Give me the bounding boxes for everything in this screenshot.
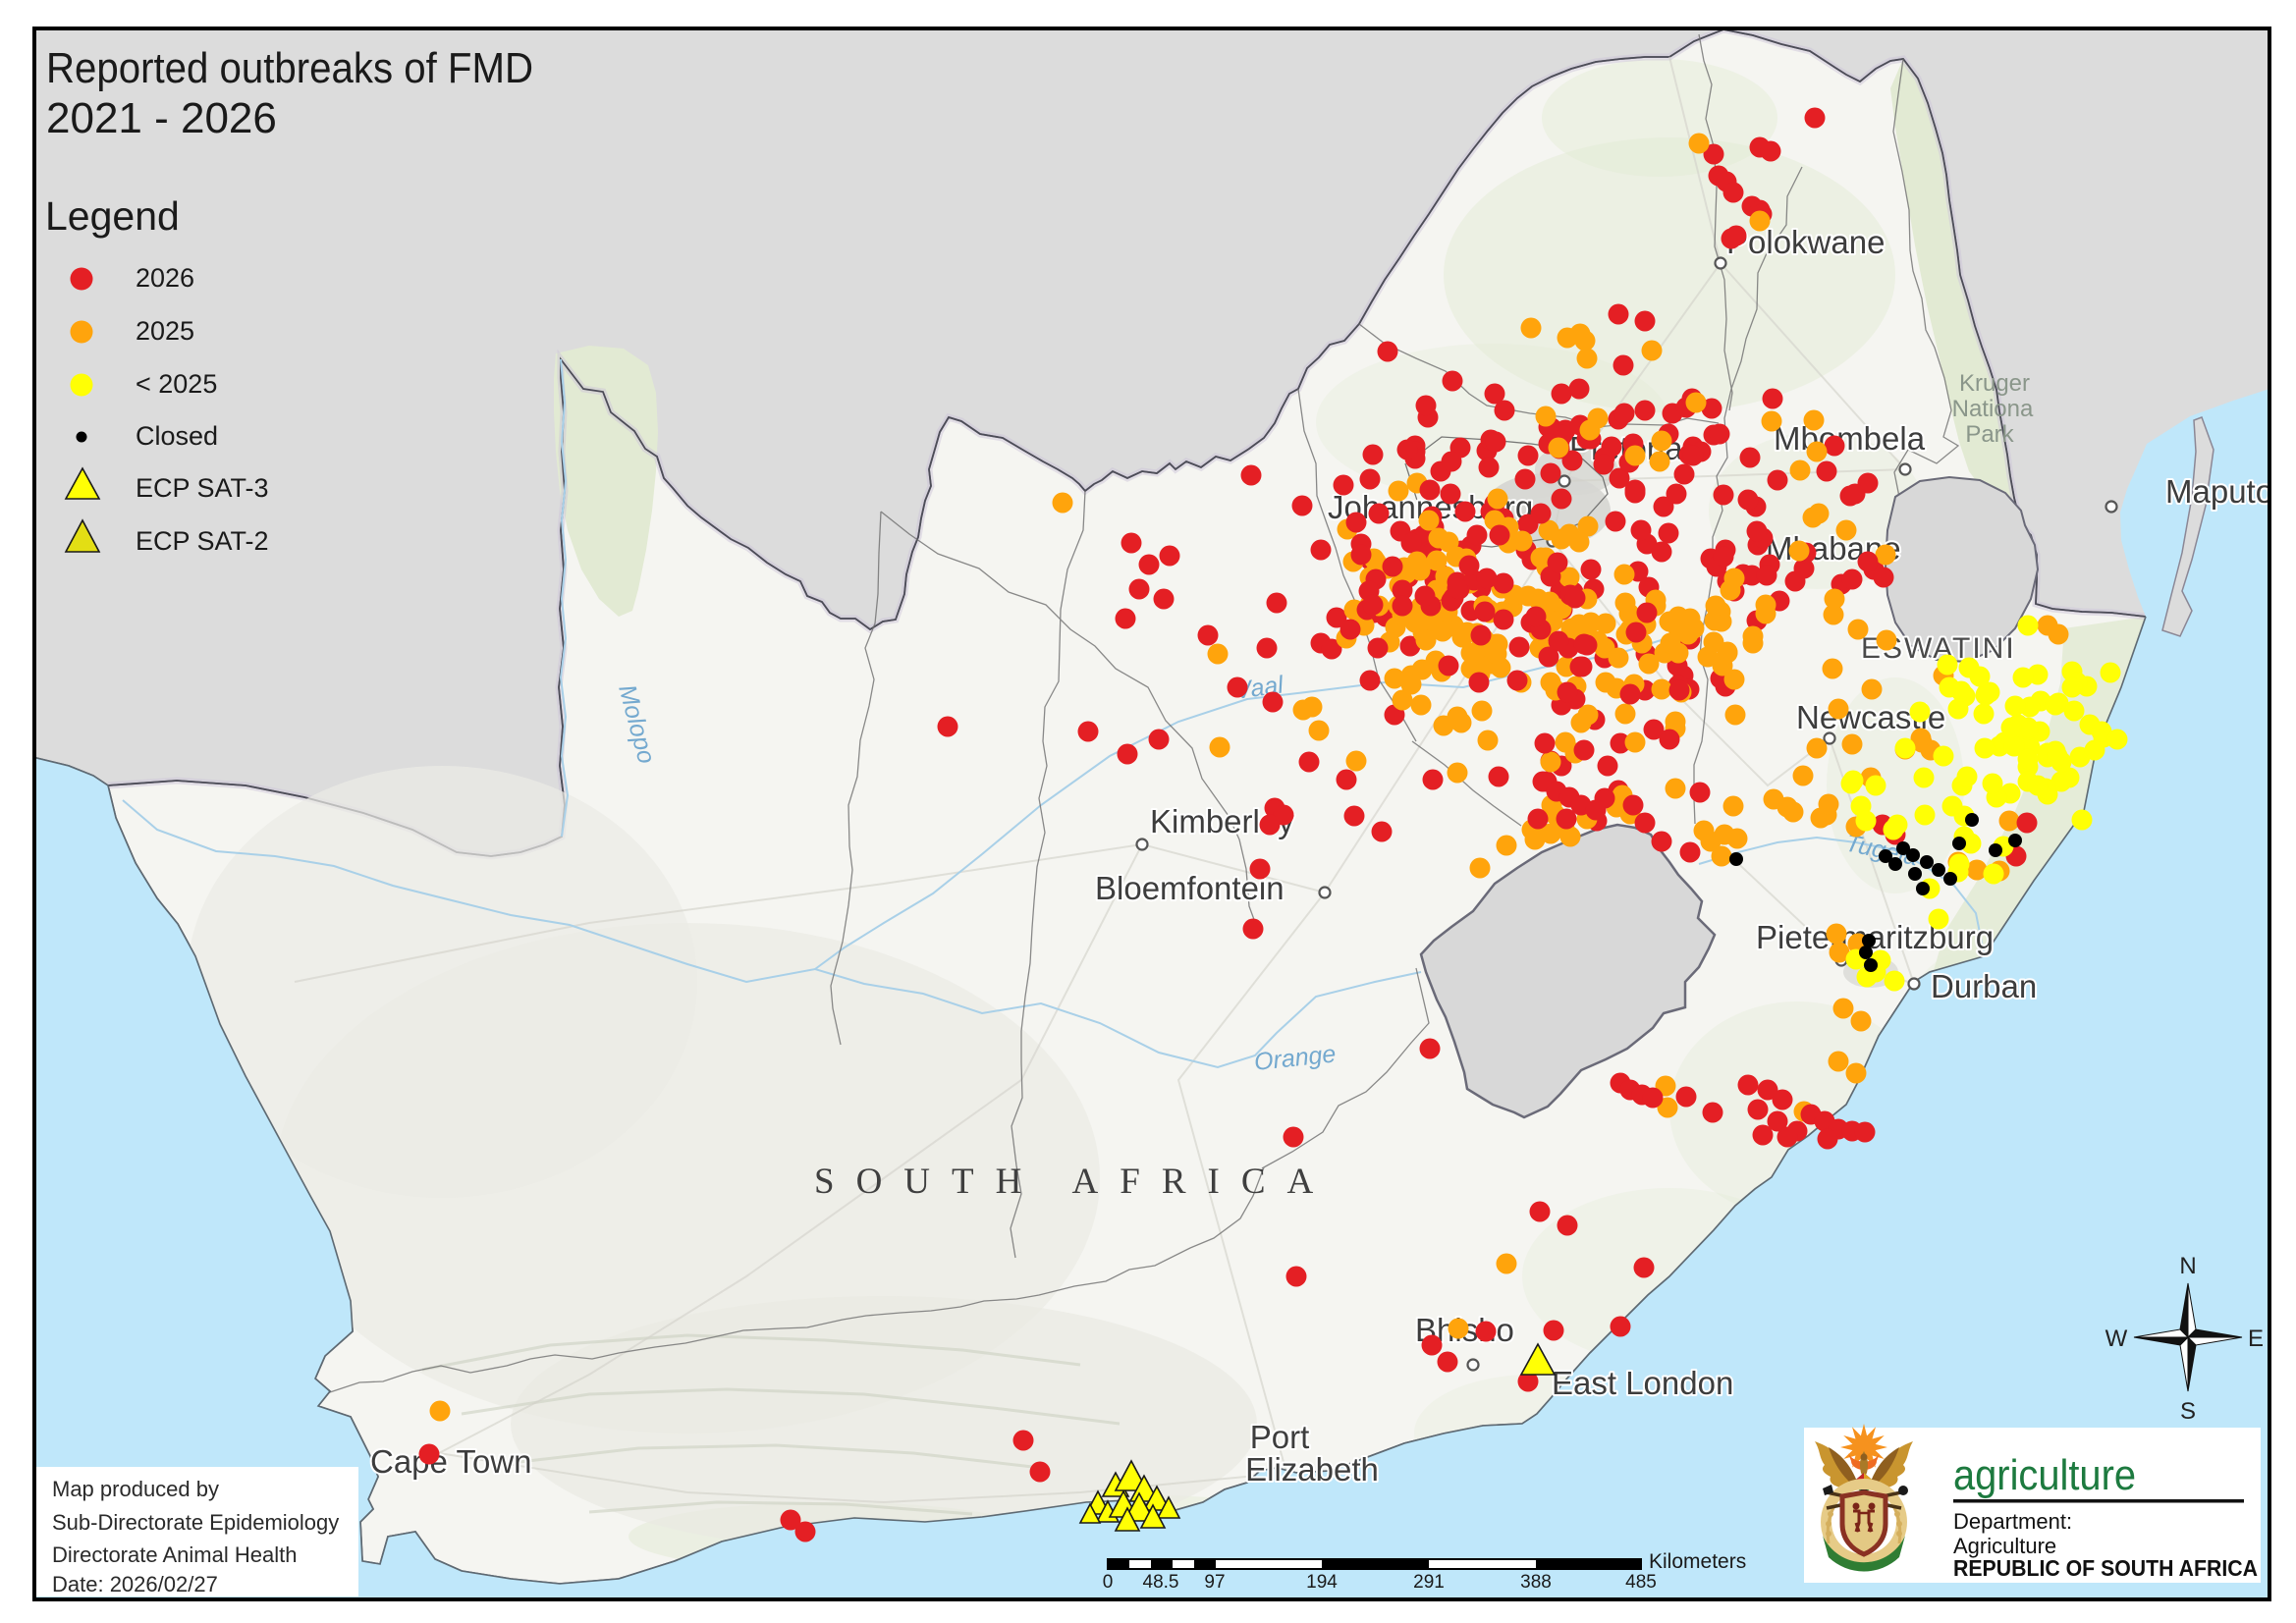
svg-text:2025: 2025 [136, 316, 194, 346]
svg-text:97: 97 [1204, 1572, 1225, 1593]
svg-text:East London: East London [1552, 1365, 1733, 1401]
svg-text:agriculture: agriculture [1953, 1451, 2136, 1499]
svg-text:S: S [2180, 1398, 2196, 1425]
svg-text:E: E [2248, 1325, 2264, 1352]
svg-text:Reported outbreaks of FMD: Reported outbreaks of FMD [46, 44, 533, 92]
svg-text:Closed: Closed [136, 421, 218, 451]
svg-text:Mbombela: Mbombela [1774, 420, 1926, 457]
svg-text:Kruger: Kruger [1959, 370, 2030, 397]
svg-text:< 2025: < 2025 [136, 369, 217, 399]
svg-text:SOUTH AFRICA: SOUTH AFRICA [814, 1162, 1335, 1202]
svg-text:485: 485 [1625, 1572, 1657, 1593]
svg-text:0: 0 [1103, 1572, 1114, 1593]
svg-text:Legend: Legend [45, 193, 180, 239]
svg-text:Nationa: Nationa [1952, 396, 2034, 422]
svg-text:Polokwane: Polokwane [1726, 224, 1885, 260]
svg-text:ECP SAT-3: ECP SAT-3 [136, 473, 269, 503]
svg-text:W: W [2105, 1325, 2128, 1352]
svg-text:Sub-Directorate Epidemiology: Sub-Directorate Epidemiology [52, 1510, 339, 1535]
svg-text:Department:: Department: [1953, 1509, 2072, 1534]
svg-text:291: 291 [1413, 1572, 1445, 1593]
svg-text:Durban: Durban [1931, 968, 2037, 1004]
svg-text:Port: Port [1250, 1419, 1310, 1455]
svg-text:Park: Park [1965, 421, 2014, 448]
svg-text:ECP SAT-2: ECP SAT-2 [136, 526, 269, 556]
svg-text:Pietermaritzburg: Pietermaritzburg [1756, 919, 1994, 955]
svg-text:Agriculture: Agriculture [1953, 1534, 2056, 1558]
svg-text:Kilometers: Kilometers [1649, 1550, 1746, 1573]
svg-text:N: N [2179, 1253, 2196, 1279]
svg-text:2026: 2026 [136, 263, 194, 293]
svg-text:Cape Town: Cape Town [370, 1443, 532, 1480]
svg-text:194: 194 [1306, 1572, 1338, 1593]
svg-text:388: 388 [1520, 1572, 1552, 1593]
svg-text:2021 - 2026: 2021 - 2026 [46, 94, 277, 142]
svg-text:REPUBLIC OF SOUTH AFRICA: REPUBLIC OF SOUTH AFRICA [1953, 1555, 2258, 1581]
svg-text:Maputo: Maputo [2165, 473, 2273, 510]
svg-text:Directorate Animal Health: Directorate Animal Health [52, 1542, 297, 1567]
svg-text:48.5: 48.5 [1143, 1572, 1179, 1593]
svg-text:Date: 2026/02/27: Date: 2026/02/27 [52, 1572, 218, 1596]
svg-text:Elizabeth: Elizabeth [1245, 1451, 1379, 1488]
svg-text:Map produced by: Map produced by [52, 1477, 219, 1501]
